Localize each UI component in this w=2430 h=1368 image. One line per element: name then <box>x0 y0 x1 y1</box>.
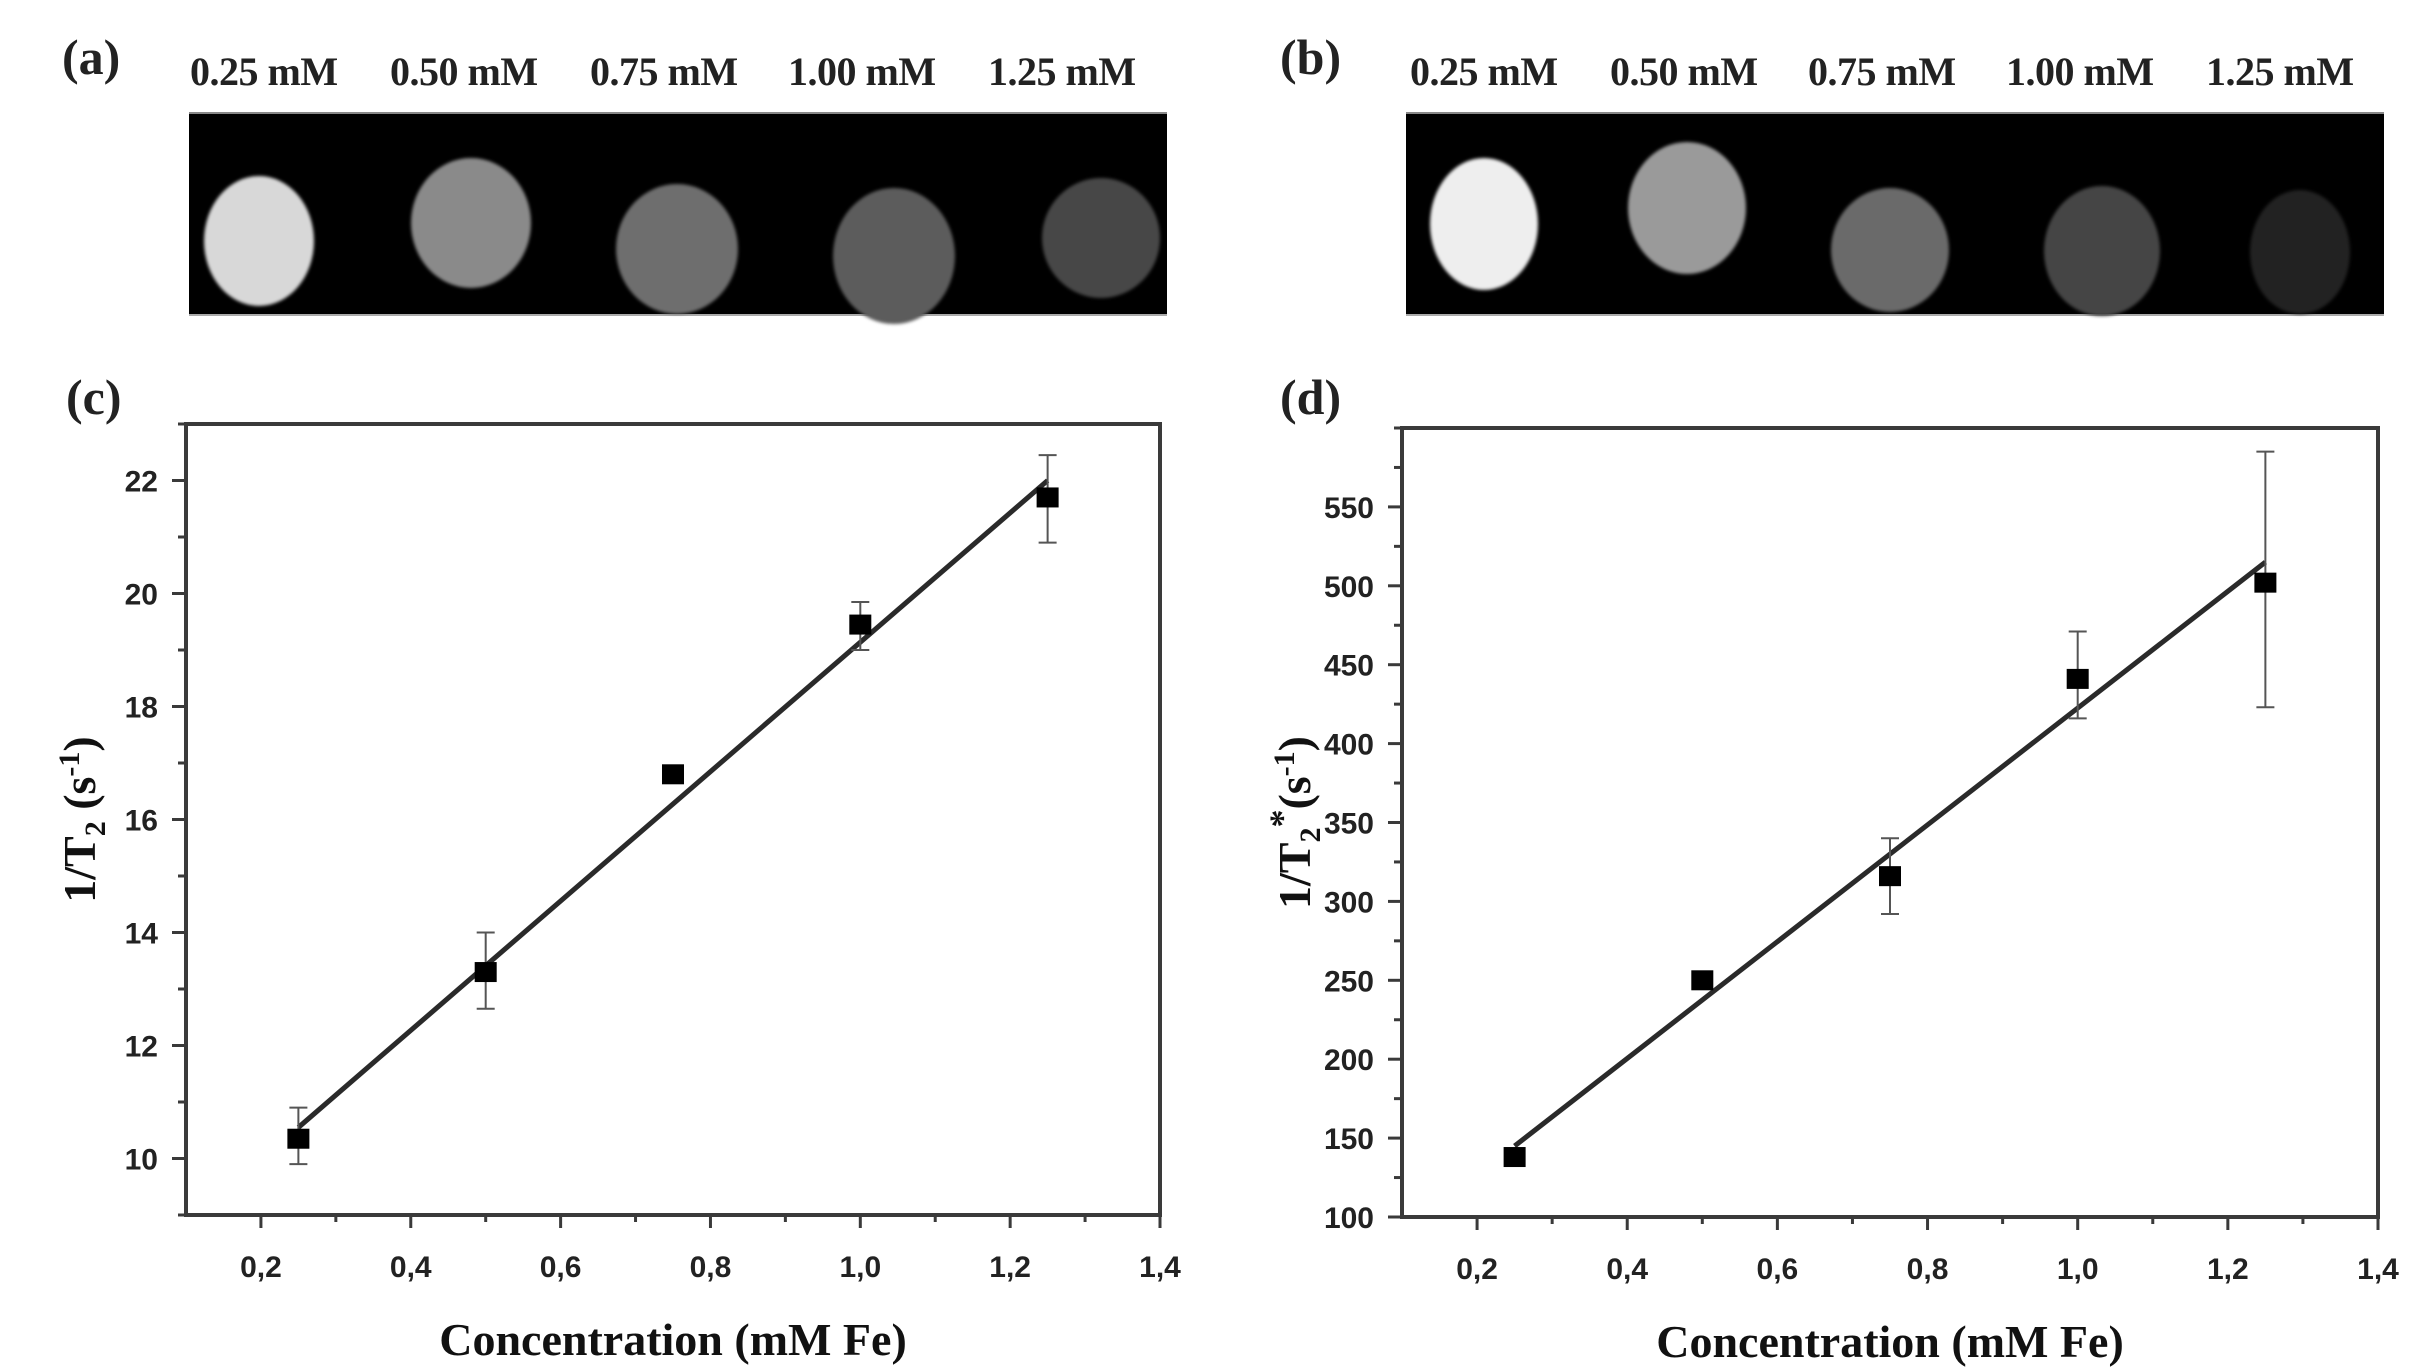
conc-label: 0.50 mM <box>390 49 538 94</box>
y-axis-title-part: (s <box>1269 776 1320 809</box>
y-axis-title-part: * <box>1262 810 1302 828</box>
y-tick-label: 500 <box>1324 571 1374 604</box>
conc-label: 1.25 mM <box>2206 49 2354 94</box>
y-axis-title-part: (s <box>54 777 105 822</box>
x-tick-label: 1,4 <box>1139 1251 1181 1284</box>
conc-label: 0.75 mM <box>590 49 738 94</box>
y-axis-title-part: 2 <box>79 821 112 836</box>
y-tick-label: 16 <box>125 805 158 838</box>
phantom-4 <box>833 188 955 324</box>
y-axis-title-part: 2 <box>1294 828 1327 843</box>
x-tick-label: 1,2 <box>989 1251 1031 1284</box>
chart-d-r2star-relaxivity: 0,2 0,4 0,6 0,8 1,0 1,2 1,4 100 150 200 250 300 350 4… <box>1262 426 2399 1367</box>
panel-label-c: (c) <box>66 369 122 425</box>
phantom-4 <box>2044 186 2160 316</box>
y-axis-title-part: ) <box>54 736 105 751</box>
x-tick-label: 0,2 <box>1456 1253 1498 1286</box>
data-point-square <box>287 1128 310 1149</box>
data-point-square <box>849 614 872 635</box>
conc-label: 1.25 mM <box>988 49 1136 94</box>
phantom-2 <box>1628 142 1746 274</box>
x-tick-label: 1,0 <box>839 1251 881 1284</box>
data-point-square <box>662 764 684 785</box>
y-tick-label: 200 <box>1324 1044 1374 1077</box>
x-tick-label: 1,0 <box>2057 1253 2099 1286</box>
conc-label: 0.50 mM <box>1610 49 1758 94</box>
x-axis-title: Concentration (mM Fe) <box>439 1314 907 1365</box>
data-point-square <box>1691 970 1714 991</box>
phantom-3 <box>1831 188 1949 312</box>
plot-frame <box>1400 426 2380 1219</box>
panel-label-b: (b) <box>1280 29 1342 85</box>
data-point-square <box>2066 668 2089 689</box>
x-axis-title: Concentration (mM Fe) <box>1656 1316 2124 1367</box>
phantom-1 <box>204 176 314 306</box>
y-axis-title: 1/T2*(s-1) <box>1262 736 1327 909</box>
x-tick-label: 1,4 <box>2357 1253 2399 1286</box>
phantom-1 <box>1430 158 1538 290</box>
panel-label-a: (a) <box>62 29 121 85</box>
data-point-square <box>474 962 497 983</box>
x-tick-label: 0,8 <box>690 1251 732 1284</box>
x-tick-label: 0,2 <box>240 1251 282 1284</box>
x-tick-label: 0,4 <box>390 1251 432 1284</box>
y-axis-title-part: -1 <box>53 752 86 777</box>
data-point-square <box>1036 487 1059 508</box>
conc-label: 0.25 mM <box>190 49 338 94</box>
phantom-3 <box>616 184 738 314</box>
x-tick-label: 0,6 <box>540 1251 582 1284</box>
linear-fit-line <box>296 478 1050 1130</box>
data-point-square <box>2254 572 2277 593</box>
y-axis-title: 1/T2 (s-1) <box>53 736 112 903</box>
y-axis-title-part: -1 <box>1268 751 1301 776</box>
x-tick-label: 0,4 <box>1606 1253 1648 1286</box>
phantom-5 <box>2250 190 2350 314</box>
y-tick-label: 150 <box>1324 1123 1374 1156</box>
x-tick-label: 0,8 <box>1907 1253 1949 1286</box>
y-tick-label: 300 <box>1324 886 1374 919</box>
y-tick-label: 250 <box>1324 965 1374 998</box>
data-point-square <box>1503 1147 1526 1168</box>
phantom-2 <box>411 158 531 288</box>
conc-label: 1.00 mM <box>2006 49 2154 94</box>
y-tick-label: 550 <box>1324 492 1374 525</box>
mri-image-t2star <box>1406 112 2384 316</box>
y-tick-label: 400 <box>1324 729 1374 762</box>
chart-c-r2-relaxivity: 0,2 0,4 0,6 0,8 1,0 1,2 1,4 10 12 14 16 18 20 22 Conce… <box>53 422 1181 1365</box>
y-tick-label: 22 <box>125 466 158 499</box>
y-tick-label: 14 <box>125 918 159 951</box>
y-axis-title-part: ) <box>1269 736 1320 751</box>
y-tick-label: 20 <box>125 579 158 612</box>
y-tick-label: 350 <box>1324 808 1374 841</box>
y-tick-label: 18 <box>125 692 158 725</box>
y-axis-title-part: 1/T <box>54 836 105 902</box>
conc-label: 0.25 mM <box>1410 49 1558 94</box>
data-point-square <box>1879 866 1901 887</box>
mri-image-t2 <box>189 112 1167 324</box>
y-tick-label: 12 <box>125 1031 158 1064</box>
y-tick-label: 450 <box>1324 650 1374 683</box>
y-axis-title-part: 1/T <box>1269 843 1320 909</box>
y-tick-label: 10 <box>125 1144 158 1177</box>
panel-label-d: (d) <box>1280 369 1342 425</box>
conc-label: 0.75 mM <box>1808 49 1956 94</box>
phantom-5 <box>1042 178 1160 298</box>
x-tick-label: 1,2 <box>2207 1253 2249 1286</box>
y-tick-label: 100 <box>1324 1202 1374 1235</box>
conc-label: 1.00 mM <box>788 49 936 94</box>
x-tick-label: 0,6 <box>1757 1253 1799 1286</box>
